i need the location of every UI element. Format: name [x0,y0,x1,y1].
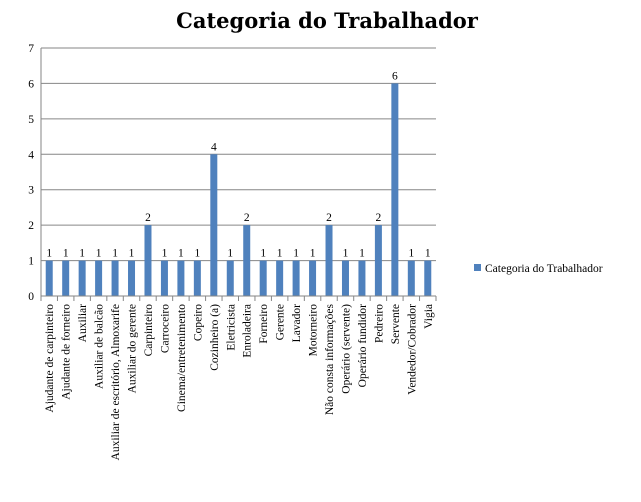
data-label: 2 [145,212,151,224]
bar [193,260,201,296]
category-label: Cinema/entretenimento [176,304,188,412]
category-label: Lavador [291,304,303,342]
bar [259,260,267,296]
category-label: Servente [390,304,402,344]
category-label: Vendedor/Cobrador [406,304,418,395]
category-label: Cozinheiro (a) [209,304,221,371]
data-label: 1 [227,248,233,260]
category-label: Não consta informações [324,303,336,415]
bar [309,260,317,296]
category-label: Auxiliar de balcão [94,304,106,389]
category-labels: Ajudante de carpinteiro Ajudante de forne… [44,303,435,460]
y-tick-label: 7 [28,43,34,55]
data-label: 1 [178,248,184,260]
bar [226,260,234,296]
bar [341,260,349,296]
data-label: 1 [129,248,135,260]
bars [45,83,432,296]
legend-swatch [474,264,481,271]
category-label: Operário fundidor [357,304,369,388]
bar [160,260,168,296]
gridlines [40,47,436,297]
y-tick-label: 1 [28,256,34,268]
legend: Categoria do Trabalhador [474,263,603,275]
data-label: 1 [408,248,414,260]
data-label: 2 [326,212,332,224]
y-tick-label: 6 [28,78,34,90]
legend-label: Categoria do Trabalhador [485,263,603,275]
data-label: 1 [79,248,85,260]
category-label: Auxiliar [77,304,89,342]
bar [62,260,70,296]
data-label: 4 [211,141,217,153]
data-label: 1 [96,248,102,260]
bar [45,260,53,296]
category-label: Ajudante de forneiro [61,304,73,400]
x-axis [40,295,437,301]
bar [374,225,382,296]
data-label: 6 [392,70,398,82]
category-label: Auxiliar do gerente [127,304,139,393]
data-label: 1 [162,248,168,260]
data-label: 1 [359,248,365,260]
category-label: Carpinteiro [143,304,155,357]
y-tick-label: 3 [28,185,34,197]
category-label: Eletricista [225,304,237,351]
category-label: Enroladeira [242,304,254,358]
data-label: 1 [277,248,283,260]
data-label: 1 [293,248,299,260]
category-label: Carroceiro [159,304,171,353]
category-label: Forneiro [258,304,270,344]
bar [407,260,415,296]
bar [358,260,366,296]
data-label: 1 [260,248,266,260]
bar [78,260,86,296]
bar [128,260,136,296]
y-tick-label: 4 [28,149,34,161]
bar [325,225,333,296]
category-label: Copeiro [192,304,204,341]
category-label: Ajudante de carpinteiro [44,304,56,413]
bar [95,260,103,296]
bar [292,260,300,296]
data-label: 2 [376,212,382,224]
bar [243,225,251,296]
bar [111,260,119,296]
bar [144,225,152,296]
data-label: 1 [46,248,52,260]
data-label: 2 [244,212,250,224]
bar [424,260,432,296]
y-axis-ticks: 0 1 2 3 4 5 6 7 [28,43,34,303]
data-label: 1 [310,248,316,260]
data-label: 1 [194,248,200,260]
data-label: 1 [425,248,431,260]
y-tick-label: 5 [28,114,34,126]
data-label: 1 [63,248,69,260]
data-label: 1 [343,248,349,260]
y-tick-label: 2 [28,220,34,232]
y-tick-label: 0 [28,291,34,303]
category-label: Vigia [423,304,435,329]
bar [276,260,284,296]
category-label: Pedreiro [373,304,385,343]
category-label: Operário (servente) [340,304,352,394]
chart-title: Categoria do Trabalhador [176,8,479,33]
category-label: Motorneiro [308,304,320,357]
bar [210,154,218,296]
bar [391,83,399,296]
category-label: Auxiliar de escritório, Almoxarife [110,304,122,460]
data-label: 1 [112,248,118,260]
category-label: Gerente [275,304,287,340]
bar [177,260,185,296]
